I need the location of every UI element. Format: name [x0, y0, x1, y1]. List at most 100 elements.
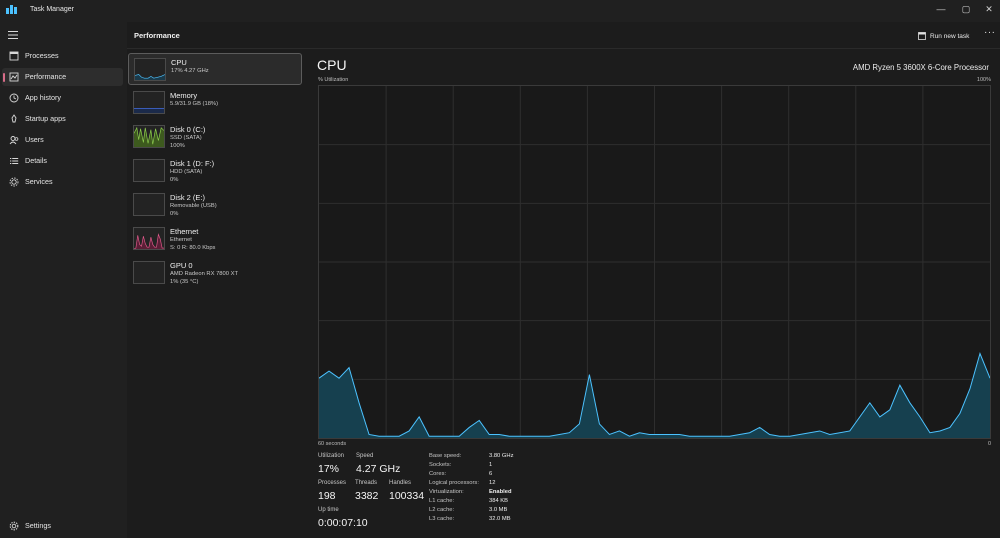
device-detail: AMD Radeon RX 7800 XT: [170, 271, 238, 277]
nav-item-startup-apps[interactable]: Startup apps: [2, 110, 123, 128]
utilization-area: [319, 353, 990, 438]
device-detail: Removable (USB): [170, 203, 217, 209]
device-disk-1[interactable]: Disk 1 (D: F:) HDD (SATA) 0%: [128, 155, 302, 187]
nav-label: Users: [25, 135, 44, 144]
device-usage: 0%: [170, 211, 179, 217]
cpu-utilization-graph: [318, 85, 991, 439]
title-bar: Task Manager — ▢ ✕: [0, 0, 1000, 22]
nav-label: Performance: [25, 72, 67, 81]
processes-label: Processes: [318, 480, 347, 486]
processor-model: AMD Ryzen 5 3600X 6-Core Processor: [852, 63, 989, 72]
active-indicator: [3, 73, 5, 82]
device-usage: S: 0 R: 80.0 Kbps: [170, 245, 216, 251]
ethernet-thumbnail-graph: [133, 227, 165, 250]
nav-item-processes[interactable]: Processes: [2, 47, 123, 65]
task-manager-icon: [6, 5, 17, 14]
cpu-thumbnail-graph: [134, 58, 166, 81]
spec-value: 1: [489, 462, 493, 468]
nav-label: Settings: [25, 521, 51, 530]
device-usage: 100%: [170, 143, 185, 149]
device-detail: HDD (SATA): [170, 169, 203, 175]
utilization-axis-label: % Utilization: [318, 77, 349, 83]
threads-value: 3382: [355, 490, 379, 502]
nav-item-services[interactable]: Services: [2, 173, 123, 191]
main-content: Performance Run new task ··· CPU 17% 4.2…: [127, 22, 1000, 538]
speed-label: Speed: [356, 453, 374, 459]
disk-0-thumbnail-graph: [133, 125, 165, 148]
nav-label: Processes: [25, 51, 59, 60]
app-history-icon: [9, 93, 19, 103]
device-name: Disk 2 (E:): [170, 193, 206, 202]
services-icon: [9, 177, 19, 187]
disk-1-thumbnail-graph: [133, 159, 165, 182]
device-name: Disk 1 (D: F:): [170, 159, 215, 168]
device-name: CPU: [171, 58, 187, 67]
close-button[interactable]: ✕: [985, 3, 993, 14]
device-ethernet[interactable]: Ethernet Ethernet S: 0 R: 80.0 Kbps: [128, 223, 302, 255]
nav-item-app-history[interactable]: App history: [2, 89, 123, 107]
spec-key: L3 cache:: [429, 516, 455, 522]
spec-key: L2 cache:: [429, 507, 455, 513]
device-gpu-0[interactable]: GPU 0 AMD Radeon RX 7800 XT 1% (35 °C): [128, 257, 302, 289]
spec-value: 3.80 GHz: [489, 453, 514, 459]
spec-key: Cores:: [429, 471, 447, 477]
more-options-button[interactable]: ···: [984, 27, 996, 38]
device-cpu[interactable]: CPU 17% 4.27 GHz: [128, 53, 302, 85]
run-task-label: Run new task: [930, 32, 970, 40]
spec-value: Enabled: [489, 489, 512, 495]
utilization-label: Utilization: [318, 453, 345, 459]
handles-value: 100334: [389, 490, 425, 502]
threads-label: Threads: [355, 480, 378, 486]
spec-value: 32.0 MB: [489, 516, 511, 522]
device-name: Memory: [170, 91, 198, 100]
device-name: GPU 0: [170, 261, 193, 270]
device-name: Ethernet: [170, 227, 199, 236]
navigation-pane: Processes Performance App history Startu…: [0, 22, 127, 538]
device-disk-0[interactable]: Disk 0 (C:) SSD (SATA) 100%: [128, 121, 302, 153]
page-title: Performance: [134, 31, 180, 40]
run-task-icon: [918, 32, 926, 40]
nav-item-users[interactable]: Users: [2, 131, 123, 149]
nav-label: App history: [25, 93, 61, 102]
spec-key: Virtualization:: [429, 489, 464, 495]
window-title: Task Manager: [30, 6, 74, 13]
nav-item-details[interactable]: Details: [2, 152, 123, 170]
nav-label: Details: [25, 156, 47, 165]
nav-item-settings[interactable]: Settings: [2, 517, 123, 535]
device-detail: 5.9/31.9 GB (18%): [170, 101, 219, 107]
spec-value: 384 KB: [489, 498, 509, 504]
processes-value: 198: [318, 490, 336, 502]
device-usage: 1% (35 °C): [170, 279, 199, 285]
uptime-value: 0:00:07:10: [318, 517, 368, 529]
gpu-thumbnail-graph: [133, 261, 165, 284]
memory-thumbnail-graph: [133, 91, 165, 114]
device-name: Disk 0 (C:): [170, 125, 206, 134]
minimize-button[interactable]: —: [936, 4, 946, 14]
disk-2-thumbnail-graph: [133, 193, 165, 216]
spec-key: Sockets:: [429, 462, 452, 468]
run-new-task-button[interactable]: Run new task: [918, 29, 969, 43]
utilization-line: [319, 351, 990, 437]
spec-value: 6: [489, 471, 493, 477]
uptime-label: Up time: [318, 507, 339, 513]
nav-label: Startup apps: [25, 114, 66, 123]
device-usage: 0%: [170, 177, 179, 183]
gear-icon: [9, 521, 19, 531]
device-disk-2[interactable]: Disk 2 (E:) Removable (USB) 0%: [128, 189, 302, 221]
spec-key: Logical processors:: [429, 480, 479, 486]
device-memory[interactable]: Memory 5.9/31.9 GB (18%): [128, 87, 302, 119]
device-detail: SSD (SATA): [170, 135, 202, 141]
hamburger-menu-icon[interactable]: [8, 31, 18, 39]
spec-key: L1 cache:: [429, 498, 455, 504]
speed-value: 4.27 GHz: [356, 463, 401, 475]
details-icon: [10, 158, 19, 164]
processes-icon: [9, 51, 19, 61]
utilization-value: 17%: [318, 463, 340, 475]
time-axis-label: 60 seconds: [318, 441, 347, 447]
nav-item-performance[interactable]: Performance: [2, 68, 123, 86]
device-detail: Ethernet: [170, 237, 192, 243]
device-detail: 17% 4.27 GHz: [171, 68, 209, 74]
spec-value: 3.0 MB: [489, 507, 508, 513]
users-icon: [9, 136, 19, 145]
maximize-button[interactable]: ▢: [961, 3, 971, 14]
